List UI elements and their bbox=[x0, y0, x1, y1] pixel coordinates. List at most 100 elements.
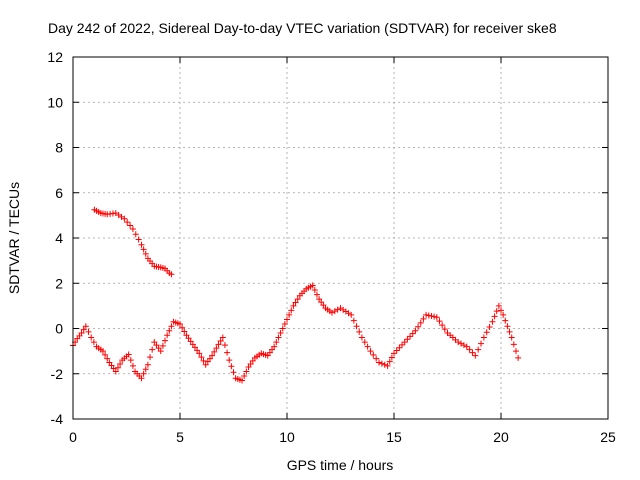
data-point bbox=[506, 328, 513, 335]
data-point bbox=[230, 369, 237, 376]
data-point bbox=[480, 334, 487, 341]
data-point bbox=[475, 346, 482, 353]
y-tick-label: -2 bbox=[51, 366, 64, 382]
y-axis-label: SDTVAR / TECUs bbox=[6, 182, 22, 294]
data-point bbox=[149, 346, 156, 353]
data-point bbox=[367, 348, 374, 355]
data-point bbox=[142, 366, 149, 373]
data-point bbox=[495, 302, 502, 309]
x-tick-label: 10 bbox=[279, 429, 295, 445]
data-point bbox=[502, 317, 509, 324]
data-point bbox=[187, 338, 194, 345]
data-point bbox=[294, 296, 301, 303]
data-point bbox=[472, 352, 479, 359]
data-point bbox=[512, 348, 519, 355]
data-point bbox=[206, 355, 213, 362]
data-points bbox=[70, 206, 522, 384]
data-point bbox=[417, 319, 424, 326]
data-point bbox=[370, 351, 377, 358]
data-point bbox=[191, 344, 198, 351]
data-point bbox=[469, 349, 476, 356]
data-point bbox=[243, 368, 250, 375]
data-point bbox=[129, 225, 136, 232]
data-point bbox=[138, 375, 145, 382]
data-point bbox=[264, 352, 271, 359]
y-tick-label: 8 bbox=[55, 140, 63, 156]
data-point bbox=[88, 334, 95, 341]
data-point bbox=[384, 362, 391, 369]
data-point bbox=[204, 358, 211, 365]
data-point bbox=[515, 354, 522, 361]
data-point bbox=[498, 307, 504, 314]
data-point bbox=[127, 357, 134, 364]
data-point bbox=[500, 311, 507, 318]
data-point bbox=[202, 361, 209, 368]
data-point bbox=[266, 349, 273, 356]
data-point bbox=[228, 363, 235, 370]
data-point bbox=[78, 330, 85, 337]
data-point bbox=[381, 361, 388, 368]
data-point bbox=[140, 246, 147, 253]
data-point bbox=[439, 322, 446, 329]
data-point bbox=[124, 219, 131, 226]
data-point bbox=[510, 341, 517, 348]
data-point bbox=[155, 345, 162, 352]
data-point bbox=[491, 313, 498, 320]
data-point bbox=[153, 342, 160, 349]
data-point bbox=[415, 323, 422, 330]
data-point bbox=[399, 341, 406, 348]
chart-title: Day 242 of 2022, Sidereal Day-to-day VTE… bbox=[48, 20, 557, 36]
data-point bbox=[358, 334, 365, 341]
x-tick-label: 5 bbox=[176, 429, 184, 445]
data-point bbox=[132, 231, 139, 238]
data-point bbox=[313, 291, 320, 298]
data-point bbox=[376, 359, 383, 366]
data-point bbox=[292, 299, 299, 306]
y-tick-label: 10 bbox=[47, 94, 63, 110]
data-point bbox=[179, 324, 186, 331]
data-point bbox=[348, 311, 355, 318]
data-point bbox=[194, 347, 201, 354]
data-point bbox=[441, 326, 448, 333]
data-point bbox=[140, 370, 147, 377]
data-point bbox=[320, 302, 327, 309]
data-point bbox=[168, 323, 175, 330]
data-point bbox=[423, 311, 430, 318]
data-point bbox=[151, 339, 158, 346]
data-point bbox=[245, 363, 252, 370]
data-point bbox=[135, 236, 142, 243]
data-point bbox=[396, 344, 403, 351]
data-point bbox=[378, 360, 385, 367]
data-point bbox=[356, 328, 363, 335]
data-point bbox=[121, 215, 128, 222]
data-point bbox=[271, 343, 278, 350]
y-tick-label: 6 bbox=[55, 185, 63, 201]
data-point bbox=[401, 339, 408, 346]
data-point bbox=[211, 348, 218, 355]
data-point bbox=[275, 334, 282, 341]
data-point bbox=[284, 316, 290, 323]
data-point bbox=[247, 360, 254, 367]
data-point bbox=[226, 357, 233, 364]
data-point bbox=[221, 342, 228, 349]
data-point bbox=[466, 346, 473, 353]
data-point bbox=[431, 313, 438, 320]
data-point bbox=[386, 358, 393, 365]
data-point bbox=[433, 314, 440, 321]
data-point bbox=[286, 311, 293, 318]
data-point bbox=[428, 313, 435, 320]
data-point bbox=[125, 351, 132, 358]
data-point bbox=[159, 342, 166, 349]
axis-ticks bbox=[72, 56, 609, 420]
data-point bbox=[117, 360, 124, 367]
data-point bbox=[350, 317, 357, 324]
data-point bbox=[181, 328, 188, 335]
data-point bbox=[269, 346, 276, 353]
data-point bbox=[217, 337, 224, 344]
data-point bbox=[127, 222, 134, 229]
data-point bbox=[90, 339, 97, 346]
data-point bbox=[82, 323, 89, 330]
y-tick-label: 12 bbox=[47, 49, 63, 65]
data-point bbox=[102, 351, 109, 358]
